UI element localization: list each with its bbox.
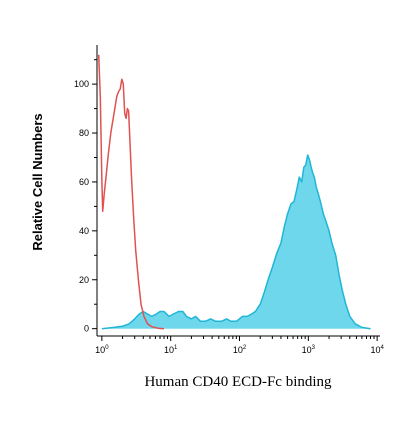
- x-tick-label: 102: [233, 345, 247, 355]
- y-axis: 0 20 40 60 80 100: [74, 45, 98, 336]
- series-line-1: [97, 54, 165, 330]
- plot-area: [97, 54, 371, 330]
- x-tick-label: 100: [95, 345, 109, 355]
- y-axis-label: Relative Cell Numbers: [30, 113, 45, 250]
- x-axis: 100 101 102 103 104: [95, 335, 384, 355]
- x-tick-label: 101: [164, 345, 178, 355]
- x-tick-label: 104: [370, 345, 384, 355]
- y-tick-label: 20: [79, 275, 89, 285]
- series-line-0: [101, 154, 371, 330]
- x-tick-label: 103: [302, 345, 316, 355]
- x-axis-label: Human CD40 ECD-Fc binding: [144, 374, 332, 390]
- y-tick-label: 100: [74, 79, 89, 89]
- series-area-0: [101, 155, 371, 329]
- y-tick-label: 0: [84, 324, 89, 334]
- y-tick-label: 60: [79, 177, 89, 187]
- y-tick-label: 80: [79, 128, 89, 138]
- y-tick-label: 40: [79, 226, 89, 236]
